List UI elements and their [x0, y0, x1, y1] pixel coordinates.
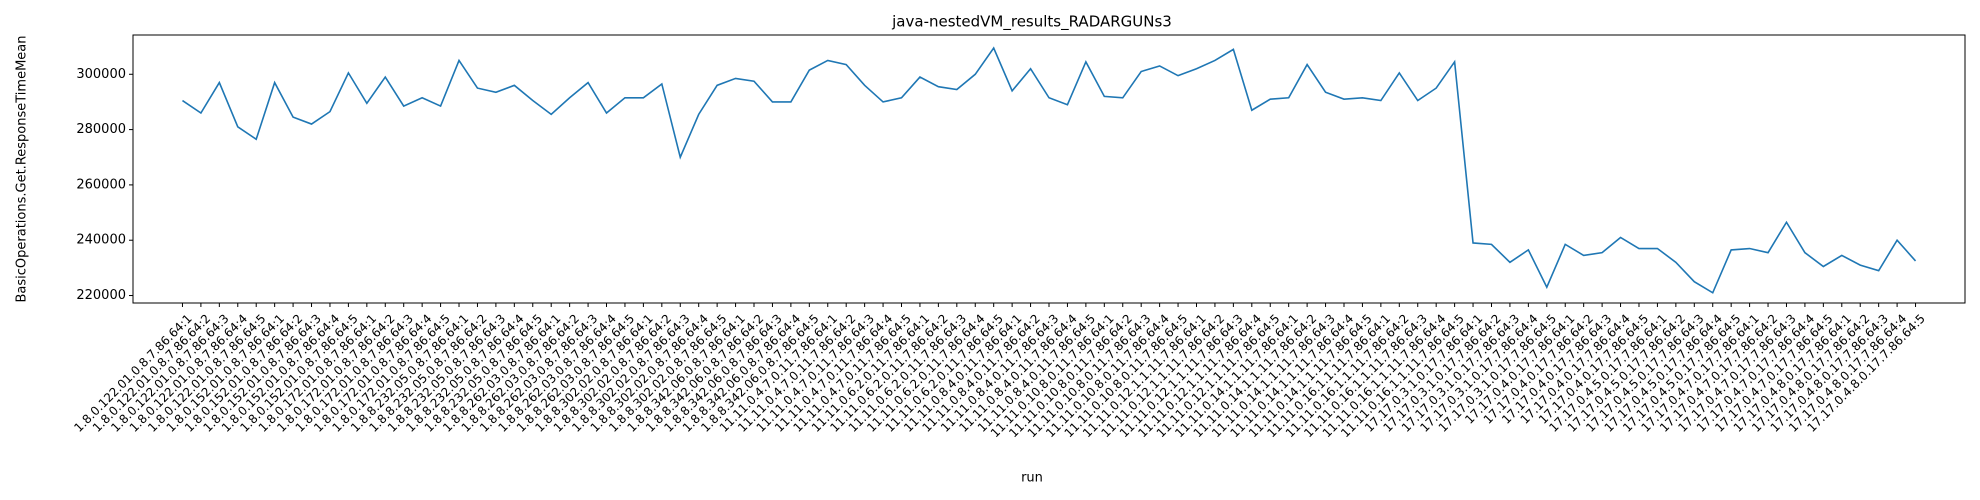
y-tick-label: 260000 — [76, 177, 126, 192]
y-axis-label: BasicOperations.Get.ResponseTimeMean — [15, 36, 30, 303]
y-tick-label: 280000 — [76, 122, 126, 137]
y-tick-label: 220000 — [76, 288, 126, 303]
chart-title: java-nestedVM_results_RADARGUNs3 — [891, 13, 1172, 32]
line-series — [182, 46, 1917, 294]
y-tick-label: 240000 — [76, 233, 126, 248]
y-tick-label: 300000 — [76, 67, 126, 82]
x-axis-label: run — [1021, 471, 1043, 486]
plot-frame — [132, 34, 1966, 304]
